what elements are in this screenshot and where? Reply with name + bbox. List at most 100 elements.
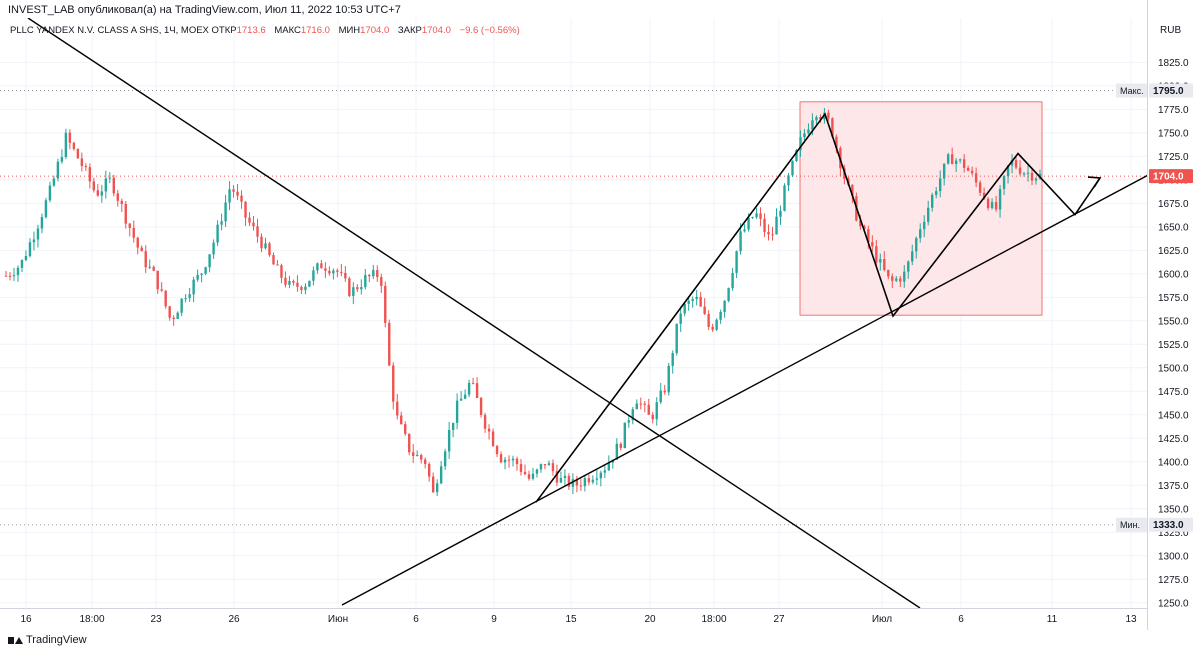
candle [1030, 169, 1034, 186]
candle [256, 218, 259, 243]
candle [875, 240, 878, 265]
candle [619, 442, 623, 451]
candle [695, 289, 698, 306]
candle-body [970, 170, 974, 174]
change-value: −9.6 (−0.56%) [459, 25, 520, 36]
candle [152, 265, 155, 272]
open-label: ОТКР [211, 25, 237, 36]
candle [887, 269, 890, 280]
candle-body [715, 319, 718, 330]
chart-svg: Макс. Мин. [0, 17, 1151, 609]
candle [1006, 165, 1010, 184]
candle-body [324, 268, 327, 271]
candle-body [667, 365, 670, 393]
candle [671, 350, 674, 374]
candle-body [671, 353, 674, 366]
candle-body [439, 466, 443, 484]
candle [998, 184, 1002, 218]
candle-body [931, 194, 934, 208]
candle [962, 154, 966, 173]
candle-body [539, 464, 543, 470]
candle [20, 259, 24, 273]
candle-body [731, 272, 734, 289]
price-tick-label: 1450.0 [1158, 410, 1189, 421]
candle-body [547, 463, 551, 466]
candle [364, 269, 367, 290]
candle [715, 318, 718, 332]
candle [228, 181, 231, 211]
candle [639, 397, 642, 410]
candle [651, 412, 654, 424]
price-tick-label: 1625.0 [1158, 246, 1189, 257]
candle [132, 220, 135, 243]
candle-body [24, 256, 28, 261]
price-tick-label: 1400.0 [1158, 457, 1189, 468]
candle-body [703, 306, 706, 314]
candle-body [919, 229, 922, 239]
candle [743, 224, 746, 233]
candle [124, 200, 127, 229]
candle [735, 250, 738, 279]
trend-line-descending [27, 17, 921, 609]
candle-body [172, 317, 175, 320]
candle [1034, 177, 1038, 185]
time-axis[interactable]: 16 18:00 23 26 Июн 6 9 15 20 18:00 27 Июл 6 11 13 [0, 608, 1147, 631]
candle-body [1034, 178, 1038, 181]
candle [60, 149, 64, 164]
candle-body [875, 246, 878, 263]
min-label-bg [1116, 517, 1147, 532]
candle [567, 473, 571, 491]
candle-body [419, 455, 423, 460]
candle-body [871, 242, 874, 247]
last-price-badge-bg [1149, 169, 1193, 184]
candle [192, 276, 195, 303]
candle [467, 379, 471, 398]
candle-body [471, 382, 475, 384]
candle [376, 265, 379, 282]
candle [108, 172, 111, 184]
candle-body [743, 229, 746, 232]
candle-body [108, 177, 111, 179]
candle-body [927, 207, 930, 222]
low-label: МИН [338, 25, 361, 36]
candle-body [320, 263, 323, 269]
candle [8, 272, 12, 281]
price-tick-label: 1250.0 [1158, 598, 1189, 609]
candle-body [923, 221, 926, 230]
candle [443, 448, 447, 470]
candle-body [280, 265, 283, 278]
candle-body [651, 414, 654, 420]
candle-body [783, 185, 786, 211]
candle [699, 291, 702, 307]
candle [907, 260, 910, 279]
candle [503, 457, 507, 470]
candle-body [647, 404, 650, 415]
candle [938, 170, 942, 198]
candle [276, 260, 279, 266]
candle [352, 282, 355, 305]
close-value: 1704.0 [421, 25, 451, 36]
candle-body [372, 270, 375, 277]
candle [891, 273, 894, 289]
price-tick-label: 1825.0 [1158, 58, 1189, 69]
price-axis[interactable]: RUB1825.01800.01775.01750.01725.01700.01… [1147, 0, 1200, 630]
candle-body [380, 277, 383, 286]
candle-body [16, 267, 20, 276]
candles [4, 108, 1042, 497]
candle [539, 463, 543, 473]
candle-body [348, 278, 351, 296]
candle [723, 300, 726, 318]
chart-plot-area[interactable]: Макс. Мин. [0, 17, 1151, 609]
candle-body [863, 226, 866, 230]
candle [136, 236, 139, 255]
candle-body [228, 189, 231, 203]
candle-body [1026, 172, 1030, 174]
candle-body [815, 117, 818, 121]
candle-body [272, 255, 275, 265]
price-tick-label: 1500.0 [1158, 363, 1189, 374]
candle [903, 265, 906, 288]
candle [931, 192, 934, 212]
candle-body [300, 286, 303, 291]
candle [28, 238, 32, 258]
candle-body [80, 158, 84, 166]
